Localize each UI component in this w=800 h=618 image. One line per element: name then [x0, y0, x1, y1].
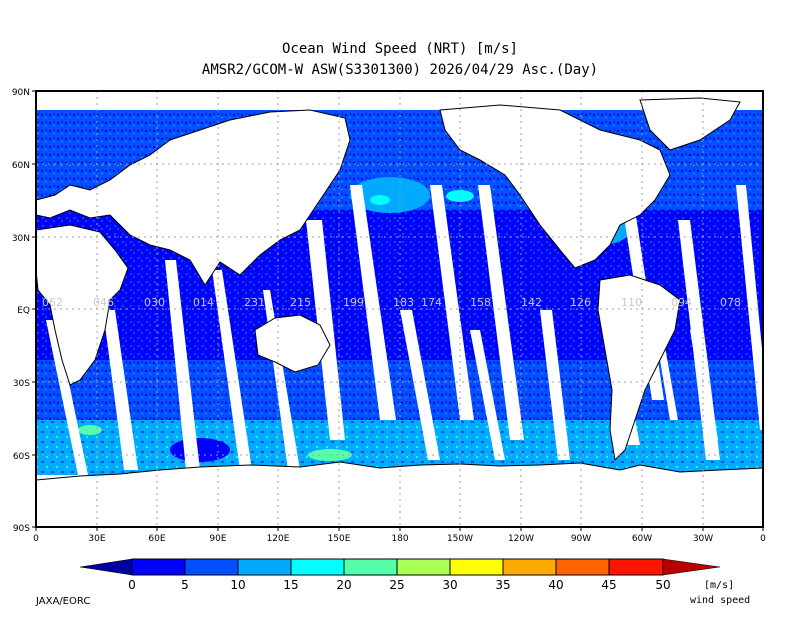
tick-marks	[32, 90, 764, 531]
lon-label: 180	[391, 534, 408, 544]
lat-label: 90N	[12, 88, 30, 98]
orbit-label: 046	[93, 296, 114, 309]
lon-label: 90E	[209, 534, 226, 544]
lon-label: 150E	[328, 534, 351, 544]
colorbar: 0 5 10 15 20 25 30 35 40 45 50	[79, 558, 721, 592]
data-layer: 062 046 030 014 231 215 199 183 174 158 …	[36, 91, 763, 527]
graticule	[36, 91, 763, 527]
colorbar-tick: 35	[495, 578, 510, 592]
colorbar-tick: 30	[442, 578, 457, 592]
lat-label: 30S	[13, 379, 30, 389]
colorbar-tick: 25	[389, 578, 404, 592]
orbit-label: 094	[671, 296, 692, 309]
lat-label: 60S	[13, 452, 30, 462]
colorbar-tick: 45	[601, 578, 616, 592]
orbit-label: 062	[42, 296, 63, 309]
orbit-label: 030	[144, 296, 165, 309]
lon-label: 0	[33, 534, 39, 544]
lon-label: 60E	[148, 534, 165, 544]
colorbar-over-arrow	[662, 558, 721, 576]
chart-title: Ocean Wind Speed (NRT) [m/s]	[281, 41, 518, 57]
latitude-labels: 90N 60N 30N EQ 30S 60S 90S	[12, 88, 30, 534]
orbit-label: 231	[244, 296, 265, 309]
lon-label: 60W	[632, 534, 652, 544]
colorbar-unit: [m/s]	[704, 580, 735, 591]
lat-label: 60N	[12, 161, 30, 171]
chart-subtitle: AMSR2/GCOM-W ASW(S3301300) 2026/04/29 As…	[201, 62, 599, 78]
lon-label: 30E	[88, 534, 105, 544]
lat-label: EQ	[17, 306, 30, 316]
lat-label: 30N	[12, 234, 30, 244]
orbit-label: 110	[621, 296, 642, 309]
lat-label: 90S	[13, 524, 30, 534]
orbit-label: 158	[470, 296, 491, 309]
colorbar-tick: 0	[128, 578, 136, 592]
orbit-label: 142	[521, 296, 542, 309]
lon-label: 150W	[447, 534, 473, 544]
lon-label: 90W	[571, 534, 591, 544]
colorbar-quantity: wind speed	[690, 595, 751, 606]
lon-label: 120E	[267, 534, 290, 544]
orbit-label: 215	[290, 296, 311, 309]
orbit-label: 014	[193, 296, 214, 309]
colorbar-tick: 20	[336, 578, 351, 592]
credit-label: JAXA/EORC	[36, 596, 91, 607]
colorbar-tick: 50	[655, 578, 670, 592]
colorbar-under-arrow	[79, 558, 133, 576]
orbit-label: 174	[421, 296, 442, 309]
lon-label: 0	[760, 534, 766, 544]
lon-label: 30W	[693, 534, 713, 544]
colorbar-tick: 15	[283, 578, 298, 592]
colorbar-tick: 10	[230, 578, 245, 592]
orbit-label: 183	[393, 296, 414, 309]
colorbar-tick: 5	[181, 578, 189, 592]
orbit-labels: 062 046 030 014 231 215 199 183 174 158 …	[42, 296, 741, 309]
colorbar-tick: 40	[548, 578, 563, 592]
longitude-labels: 0 30E 60E 90E 120E 150E 180 150W 120W 90…	[33, 534, 766, 544]
lon-label: 120W	[508, 534, 534, 544]
orbit-label: 078	[720, 296, 741, 309]
orbit-label: 199	[343, 296, 364, 309]
orbit-label: 126	[570, 296, 591, 309]
